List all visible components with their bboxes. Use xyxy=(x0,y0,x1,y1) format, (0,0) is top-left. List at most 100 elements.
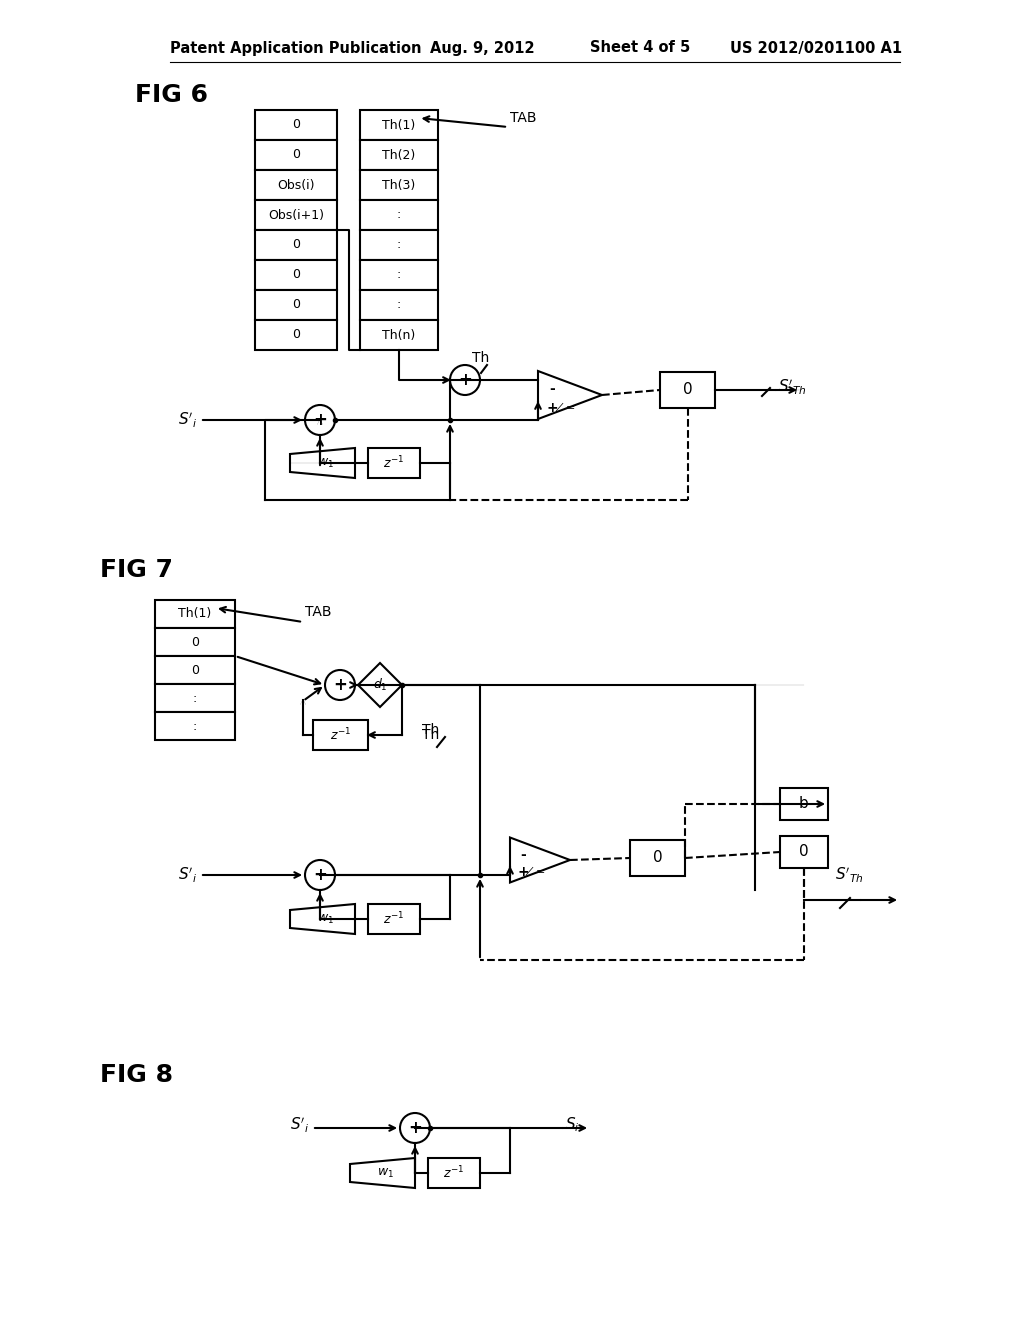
Text: $S'_i$: $S'_i$ xyxy=(178,411,198,429)
Circle shape xyxy=(450,366,480,395)
Bar xyxy=(255,140,337,170)
Text: $z^{-1}$: $z^{-1}$ xyxy=(383,454,404,471)
Text: $d_1$: $d_1$ xyxy=(373,677,387,693)
Bar xyxy=(155,601,234,628)
Bar xyxy=(368,904,420,935)
Text: Obs(i+1): Obs(i+1) xyxy=(268,209,324,222)
Text: :: : xyxy=(397,298,401,312)
Bar xyxy=(255,230,337,260)
Text: 0: 0 xyxy=(292,239,300,252)
Text: -: - xyxy=(520,847,526,862)
Bar xyxy=(780,788,828,820)
Bar xyxy=(155,628,234,656)
Bar xyxy=(155,711,234,741)
Text: Sheet 4 of 5: Sheet 4 of 5 xyxy=(590,41,690,55)
Text: $z^{-1}$: $z^{-1}$ xyxy=(443,1164,465,1181)
Text: Aug. 9, 2012: Aug. 9, 2012 xyxy=(430,41,535,55)
Bar xyxy=(360,201,438,230)
Text: 0: 0 xyxy=(292,149,300,161)
Text: 0: 0 xyxy=(191,664,199,676)
Text: +: + xyxy=(458,371,472,389)
Bar xyxy=(630,840,685,876)
Circle shape xyxy=(305,861,335,890)
Text: 0: 0 xyxy=(799,845,809,859)
Text: $z^{-1}$: $z^{-1}$ xyxy=(383,911,404,927)
Bar xyxy=(660,372,715,408)
Bar xyxy=(313,719,368,750)
Text: +: + xyxy=(547,401,558,414)
Text: FIG 6: FIG 6 xyxy=(135,83,208,107)
Text: $w_1$: $w_1$ xyxy=(317,457,334,470)
Text: $S'_i$: $S'_i$ xyxy=(178,866,198,884)
Text: $S'_{Th}$: $S'_{Th}$ xyxy=(778,378,807,396)
Text: $\not=$: $\not=$ xyxy=(525,865,546,876)
Bar xyxy=(255,201,337,230)
Bar xyxy=(255,319,337,350)
Circle shape xyxy=(305,405,335,436)
Text: 0: 0 xyxy=(292,329,300,342)
Bar xyxy=(155,684,234,711)
Bar xyxy=(360,110,438,140)
Text: Obs(i): Obs(i) xyxy=(278,178,314,191)
Text: TAB: TAB xyxy=(510,111,537,125)
Text: +: + xyxy=(313,411,327,429)
Polygon shape xyxy=(350,1158,415,1188)
Text: :: : xyxy=(397,209,401,222)
Text: 0: 0 xyxy=(191,635,199,648)
Bar xyxy=(360,260,438,290)
Text: +: + xyxy=(313,866,327,884)
Text: Th(1): Th(1) xyxy=(178,607,212,620)
Bar xyxy=(360,319,438,350)
Polygon shape xyxy=(290,904,355,935)
Text: $S_i$: $S_i$ xyxy=(565,1115,580,1134)
Bar xyxy=(368,447,420,478)
Text: +: + xyxy=(333,676,347,694)
Text: 0: 0 xyxy=(652,850,663,866)
Bar xyxy=(360,230,438,260)
Bar xyxy=(255,260,337,290)
Text: 0: 0 xyxy=(292,268,300,281)
Text: US 2012/0201100 A1: US 2012/0201100 A1 xyxy=(730,41,902,55)
Text: 0: 0 xyxy=(292,119,300,132)
Bar xyxy=(360,290,438,319)
Bar xyxy=(255,110,337,140)
Text: $w_1$: $w_1$ xyxy=(377,1167,394,1180)
Text: Th(n): Th(n) xyxy=(382,329,416,342)
Text: :: : xyxy=(397,239,401,252)
Text: :: : xyxy=(193,692,198,705)
Text: b: b xyxy=(799,796,809,812)
Circle shape xyxy=(400,1113,430,1143)
Text: Th: Th xyxy=(422,723,439,737)
Polygon shape xyxy=(510,837,570,883)
Text: FIG 7: FIG 7 xyxy=(100,558,173,582)
Text: $S'_{Th}$: $S'_{Th}$ xyxy=(835,866,864,884)
Text: Patent Application Publication: Patent Application Publication xyxy=(170,41,422,55)
Text: -: - xyxy=(550,383,555,396)
Circle shape xyxy=(325,671,355,700)
Text: $w_1$: $w_1$ xyxy=(317,912,334,925)
Polygon shape xyxy=(538,371,602,418)
Text: Th(3): Th(3) xyxy=(382,178,416,191)
Bar xyxy=(428,1158,480,1188)
Bar xyxy=(780,836,828,869)
Text: $\not=$: $\not=$ xyxy=(555,400,575,413)
Text: :: : xyxy=(397,268,401,281)
Bar xyxy=(255,290,337,319)
Text: :: : xyxy=(193,719,198,733)
Bar xyxy=(360,140,438,170)
Bar xyxy=(255,170,337,201)
Text: +: + xyxy=(518,865,529,879)
Text: $S'_i$: $S'_i$ xyxy=(290,1115,309,1135)
Text: FIG 8: FIG 8 xyxy=(100,1063,173,1086)
Text: Th(1): Th(1) xyxy=(382,119,416,132)
Text: 0: 0 xyxy=(292,298,300,312)
Text: Th: Th xyxy=(472,351,489,366)
Text: TAB: TAB xyxy=(305,605,332,619)
Polygon shape xyxy=(290,447,355,478)
Text: 0: 0 xyxy=(683,383,692,397)
Bar xyxy=(155,656,234,684)
Bar xyxy=(360,170,438,201)
Text: Th: Th xyxy=(422,729,439,742)
Polygon shape xyxy=(358,663,402,708)
Text: Th(2): Th(2) xyxy=(382,149,416,161)
